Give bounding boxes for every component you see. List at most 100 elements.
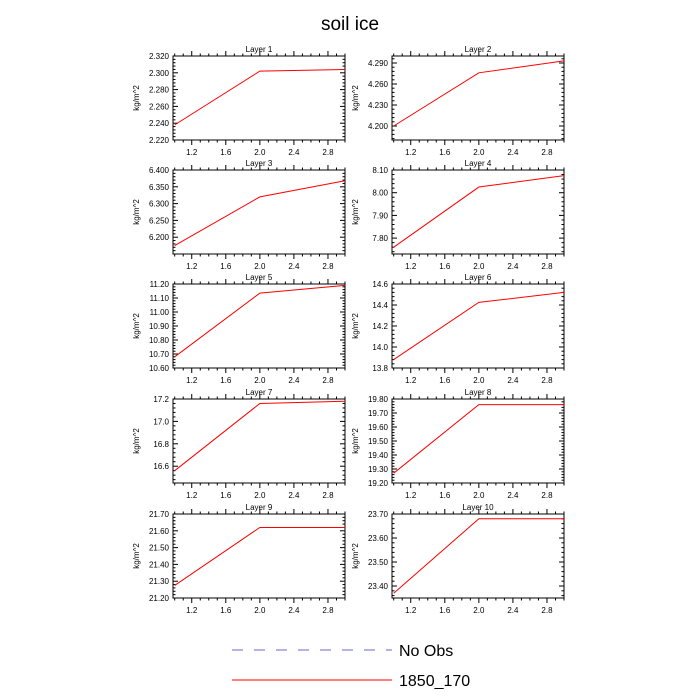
x-tick-label: 2.0	[254, 491, 266, 500]
plot-frame	[391, 169, 565, 255]
y-tick-label: 23.50	[368, 558, 389, 567]
legend-label-obs: No Obs	[399, 643, 453, 660]
x-tick-label: 2.0	[473, 606, 485, 615]
y-axis-label: kg/m^2	[132, 199, 141, 225]
plot-frame	[391, 283, 565, 369]
series-line	[174, 526, 345, 586]
plot-frame	[391, 513, 565, 599]
y-tick-label: 16.6	[153, 462, 169, 471]
y-tick-label: 2.300	[149, 69, 170, 78]
panel-layer-1: Layer 1 2.220 2.240 2.260 2.280 2.300 2.320 1.2…	[132, 45, 346, 157]
y-tick-label: 2.240	[149, 119, 170, 128]
x-tick-label: 1.2	[186, 606, 198, 615]
x-tick-label: 2.4	[507, 148, 519, 157]
y-tick-label: 19.70	[368, 409, 389, 418]
y-axis-label: kg/m^2	[132, 85, 141, 111]
panel-layer-2: Layer 2 4.200 4.230 4.260 4.290 1.2 1.6 2.0 2.4 2…	[351, 45, 565, 157]
x-tick-label: 2.4	[507, 491, 519, 500]
y-tick-label: 21.50	[149, 544, 170, 553]
y-tick-label: 23.70	[368, 510, 389, 519]
x-tick-label: 1.6	[439, 491, 451, 500]
y-tick-label: 4.290	[368, 59, 389, 68]
x-tick-label: 2.8	[322, 262, 334, 271]
y-tick-label: 10.80	[149, 336, 170, 345]
panel-title: Layer 5	[246, 273, 273, 282]
x-tick-label: 2.4	[288, 606, 300, 615]
plot-frame	[172, 398, 346, 484]
y-tick-label: 19.60	[368, 423, 389, 432]
x-tick-label: 1.6	[439, 606, 451, 615]
x-tick-label: 2.0	[473, 262, 485, 271]
panel-title: Layer 4	[465, 159, 492, 168]
plot-frame	[172, 283, 346, 369]
x-tick-label: 1.2	[405, 148, 417, 157]
y-axis-label: kg/m^2	[351, 428, 360, 454]
x-tick-label: 2.4	[507, 262, 519, 271]
plot-frame	[172, 169, 346, 255]
y-tick-label: 4.230	[368, 101, 389, 110]
series-line	[393, 60, 565, 127]
x-tick-label: 1.2	[186, 262, 198, 271]
y-tick-label: 2.260	[149, 102, 170, 111]
x-tick-label: 1.2	[405, 606, 417, 615]
x-tick-label: 2.0	[254, 262, 266, 271]
panel-title: Layer 7	[246, 388, 273, 397]
x-tick-label: 2.4	[288, 262, 300, 271]
y-axis-label: kg/m^2	[351, 85, 360, 111]
panel-title: Layer 8	[465, 388, 492, 397]
panel-title: Layer 3	[246, 159, 273, 168]
y-tick-label: 23.60	[368, 534, 389, 543]
y-axis-label: kg/m^2	[132, 313, 141, 339]
series-line	[393, 518, 564, 594]
y-tick-label: 4.260	[368, 80, 389, 89]
legend: No Obs 1850_170	[232, 643, 470, 690]
panel-title: Layer 9	[246, 503, 273, 512]
panel-title: Layer 1	[246, 45, 273, 54]
x-tick-label: 2.8	[322, 491, 334, 500]
x-tick-label: 2.0	[473, 376, 485, 385]
panel-title: Layer 2	[465, 45, 492, 54]
y-tick-label: 19.40	[368, 451, 389, 460]
series-line	[174, 68, 346, 126]
x-tick-label: 1.2	[405, 491, 417, 500]
y-tick-label: 21.20	[149, 594, 170, 603]
x-tick-label: 2.4	[507, 606, 519, 615]
y-axis-label: kg/m^2	[132, 428, 141, 454]
x-tick-label: 1.6	[220, 376, 232, 385]
y-axis-label: kg/m^2	[351, 199, 360, 225]
x-tick-label: 2.8	[541, 262, 553, 271]
x-tick-label: 1.6	[220, 606, 232, 615]
y-tick-label: 2.220	[149, 136, 170, 145]
y-tick-label: 6.200	[149, 233, 170, 242]
y-tick-label: 21.60	[149, 527, 170, 536]
y-tick-label: 2.320	[149, 52, 170, 61]
x-tick-label: 1.2	[405, 376, 417, 385]
y-axis-label: kg/m^2	[132, 543, 141, 569]
y-tick-label: 6.350	[149, 183, 170, 192]
y-tick-label: 19.80	[368, 395, 389, 404]
main-title: soil ice	[321, 14, 379, 35]
y-tick-label: 16.8	[153, 440, 169, 449]
y-tick-label: 2.280	[149, 86, 170, 95]
panel-layer-4: Layer 4 7.80 7.90 8.00 8.10 1.2 1.6 2.0 2.4 2.8 kg…	[351, 159, 565, 271]
y-tick-label: 17.2	[153, 395, 169, 404]
x-tick-label: 1.6	[220, 491, 232, 500]
panel-layer-7: Layer 7 16.6 16.8 17.0 17.2 1.2 1.6 2.0 2.4 2.8 kg…	[132, 388, 346, 500]
panel-layer-5: Layer 5 10.60 10.70 10.80 10.90 11.00 11.10 11.…	[132, 273, 346, 385]
y-tick-label: 6.250	[149, 216, 170, 225]
panel-layer-6: Layer 6 13.8 14.0 14.2 14.4 14.6 1.2 1.6 2.0 2.4 2…	[351, 273, 565, 385]
panel-layer-8: Layer 8 19.20 19.30 19.40 19.50 19.60 19.70 19.…	[351, 388, 565, 500]
legend-label-series: 1850_170	[399, 673, 470, 690]
plot-frame	[172, 55, 346, 141]
x-tick-label: 2.8	[322, 148, 334, 157]
y-tick-label: 13.8	[372, 364, 388, 373]
y-tick-label: 21.70	[149, 510, 170, 519]
y-tick-label: 4.200	[368, 122, 389, 131]
y-tick-label: 7.90	[372, 211, 388, 220]
x-tick-label: 1.2	[186, 148, 198, 157]
y-tick-label: 17.0	[153, 417, 169, 426]
panels: Layer 1 2.220 2.240 2.260 2.280 2.300 2.320 1.2…	[132, 45, 565, 615]
series-line	[393, 404, 564, 474]
x-tick-label: 1.6	[439, 148, 451, 157]
